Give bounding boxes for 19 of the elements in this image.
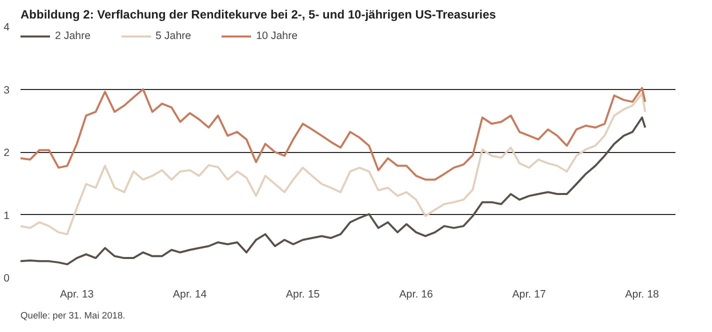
line-series (20, 116, 646, 266)
x-tick-label: Apr. 14 (172, 288, 207, 300)
source-note: Quelle: per 31. Mai 2018. (20, 310, 126, 320)
x-tick-label: Apr. 16 (399, 288, 434, 300)
x-tick-label: Apr. 18 (625, 288, 660, 300)
x-tick-label: Apr. 13 (60, 288, 94, 300)
line-series (20, 86, 646, 181)
chart-title: Abbildung 2: Verflachung der Renditekurve bei 2-, 5- und 10-jährigen US-Treasuries (20, 8, 496, 22)
y-tick-label: 0 (4, 272, 10, 284)
y-tick-label: 2 (4, 147, 10, 159)
y-tick-label: 4 (4, 22, 10, 34)
line-series (20, 92, 646, 236)
x-tick-label: Apr. 17 (512, 288, 546, 300)
x-tick-label: Apr. 15 (286, 288, 320, 300)
legend-label: 10 Jahre (256, 30, 298, 42)
y-tick-label: 3 (4, 84, 10, 96)
legend-label: 2 Jahre (55, 30, 91, 42)
legend-label: 5 Jahre (156, 30, 192, 42)
y-tick-label: 1 (4, 210, 10, 222)
